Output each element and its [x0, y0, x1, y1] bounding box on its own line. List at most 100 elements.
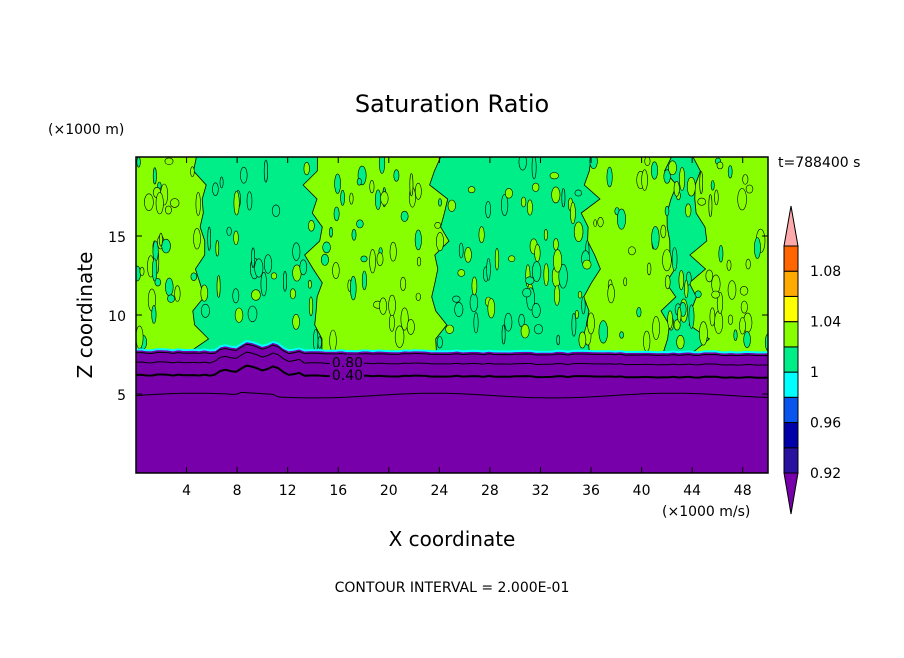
speckle-blob [520, 324, 530, 339]
contour-line-low [136, 391, 768, 399]
speckle-blob [329, 329, 337, 352]
colorbar-extend-top [783, 205, 799, 247]
x-tick-label: 32 [532, 483, 550, 499]
speckle-blob [697, 197, 707, 206]
colorbar-tick-label: 1.04 [810, 315, 841, 331]
speckle-blob [581, 296, 586, 315]
x-tick-label: 28 [481, 483, 499, 499]
speckle-blob [745, 258, 751, 270]
speckle-blob [152, 167, 157, 185]
speckle-blob [677, 306, 682, 323]
speckle-blob [369, 180, 375, 194]
speckle-blob [164, 205, 172, 215]
x-tick-label: 12 [279, 483, 297, 499]
speckle-blob [400, 307, 409, 331]
speckle-blob [136, 157, 141, 168]
speckle-blob [251, 247, 256, 268]
speckle-blob [155, 192, 164, 215]
x-tick-label: 48 [734, 483, 752, 499]
colorbar-tick-label: 1.08 [810, 264, 841, 280]
speckle-blob [174, 285, 181, 302]
contour-labels: 0.800.40 [329, 354, 364, 384]
speckle-blob [458, 242, 464, 259]
speckle-blob [152, 258, 158, 282]
speckle-blob [570, 202, 576, 225]
speckle-blob [636, 307, 642, 318]
speckle-blob [154, 278, 162, 287]
speckle-blob [646, 262, 652, 276]
speckle-blob [531, 261, 542, 282]
speckle-blob [553, 249, 563, 273]
speckle-blob [234, 307, 244, 323]
saturated-column [186, 157, 323, 354]
speckle-blob [742, 174, 749, 185]
x-tick-label: 36 [582, 483, 600, 499]
speckle-blob [308, 279, 312, 289]
speckle-blob [136, 265, 141, 282]
speckle-blob [271, 204, 281, 217]
x-tick-label: 40 [633, 483, 651, 499]
colorbar-extend-bottom [783, 472, 799, 515]
speckle-blob [740, 300, 748, 314]
speckle-blob [643, 330, 651, 352]
speckle-blob [406, 319, 415, 335]
colorbar-swatch [783, 295, 799, 323]
speckle-blob [727, 280, 737, 300]
colorbar-swatch [783, 245, 799, 272]
speckle-blob [504, 312, 513, 332]
colorbar-swatch [783, 321, 799, 348]
speckle-blob [375, 189, 382, 210]
speckle-blob [727, 314, 734, 325]
y-axis-label: Z coordinate [73, 252, 97, 379]
speckle-blob [711, 290, 720, 299]
speckle-blob [308, 296, 314, 317]
speckle-blob [299, 259, 308, 276]
y-tick-label: 15 [108, 230, 126, 246]
speckle-blob [393, 169, 400, 182]
speckle-blob [380, 191, 389, 206]
speckle-blob [320, 253, 329, 266]
speckle-blob [340, 189, 345, 206]
speckle-blob [161, 238, 171, 254]
speckle-blob [678, 270, 684, 291]
speckle-blob [452, 295, 461, 303]
speckle-blob [686, 177, 696, 197]
speckle-blob [152, 240, 159, 262]
speckle-blob [473, 312, 479, 334]
speckle-blob [486, 258, 491, 281]
speckle-blob [553, 238, 559, 251]
speckle-blob [436, 336, 443, 349]
x-tick-label: 20 [380, 483, 398, 499]
speckle-blob [543, 228, 548, 241]
colorbar-swatch [783, 346, 799, 373]
speckle-blob [679, 167, 686, 191]
speckle-blob [619, 331, 624, 339]
speckle-blob [216, 275, 221, 298]
speckle-blob [589, 157, 598, 169]
speckle-blob [558, 263, 568, 289]
speckle-blob [329, 226, 333, 238]
speckle-blob [232, 288, 240, 304]
speckle-blob [709, 307, 716, 327]
speckle-blob [246, 191, 253, 211]
speckle-blob [195, 192, 201, 216]
speckle-blob [164, 157, 174, 166]
speckle-blob [416, 256, 422, 267]
speckle-blob [190, 272, 198, 281]
speckle-blob [200, 303, 210, 318]
speckle-blob [254, 258, 264, 278]
speckle-blob [469, 293, 479, 313]
speckle-blob [571, 312, 577, 337]
speckle-blob [165, 277, 174, 297]
speckle-blob [322, 241, 331, 254]
speckle-blob [531, 157, 537, 180]
speckle-blob [754, 237, 761, 259]
speckle-blob [577, 291, 583, 299]
speckle-blob [716, 161, 724, 170]
speckle-blob [561, 188, 566, 208]
speckle-blob [215, 240, 220, 257]
speckle-blob [694, 290, 702, 298]
speckle-blob [705, 269, 714, 283]
